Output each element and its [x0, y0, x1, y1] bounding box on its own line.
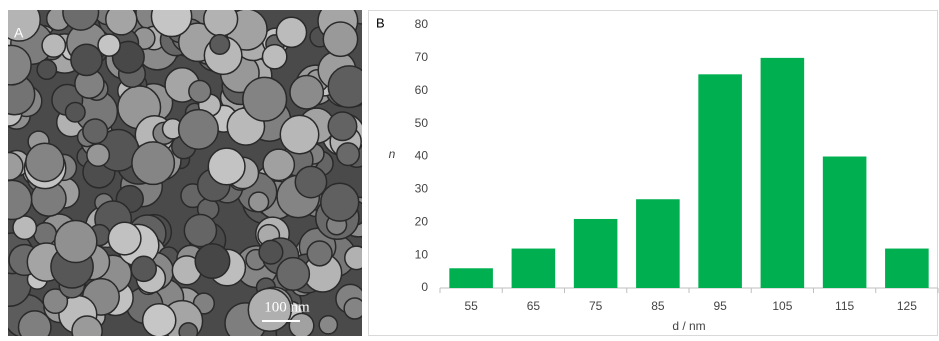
particle: [12, 215, 38, 241]
y-tick-label: 10: [415, 247, 429, 261]
x-tick-label: 65: [527, 299, 541, 313]
x-tick-label: 115: [835, 299, 854, 313]
y-tick-label: 80: [415, 17, 429, 31]
bar: [760, 57, 805, 288]
bar: [698, 74, 742, 288]
particle: [242, 76, 288, 122]
y-tick-label: 40: [415, 149, 429, 163]
particle: [86, 143, 111, 168]
particle: [141, 303, 177, 336]
particle: [97, 33, 121, 57]
particle: [327, 65, 362, 109]
particle: [111, 40, 145, 74]
y-tick-label: 60: [415, 83, 429, 97]
particle: [343, 297, 362, 320]
particle: [53, 219, 98, 264]
particle: [8, 10, 41, 42]
particle: [276, 256, 311, 291]
particle: [207, 147, 246, 186]
particle: [261, 43, 288, 70]
bar: [822, 156, 867, 288]
particle: [82, 118, 109, 145]
bar: [636, 199, 680, 288]
particle: [25, 142, 65, 183]
bar: [449, 268, 493, 288]
particle: [177, 108, 219, 150]
particle: [183, 213, 218, 248]
x-tick-label: 85: [651, 299, 665, 313]
particle: [335, 142, 361, 167]
particle: [289, 74, 325, 110]
panel-label: A: [14, 25, 24, 41]
particle: [194, 243, 231, 280]
particle: [318, 314, 339, 335]
particle: [294, 165, 328, 199]
particle: [131, 141, 176, 186]
particle: [248, 191, 270, 213]
particle: [33, 221, 58, 247]
x-tick-label: 125: [897, 299, 917, 313]
panel-label: B: [376, 15, 385, 30]
particle: [8, 44, 32, 86]
particle: [288, 312, 315, 336]
particle: [17, 310, 52, 336]
particle: [320, 182, 360, 222]
particle: [8, 151, 24, 181]
particle: [327, 111, 358, 142]
sem-image: [8, 10, 362, 336]
particle: [150, 10, 193, 38]
particle: [70, 43, 103, 77]
y-axis-label: n: [389, 147, 396, 161]
particle: [41, 33, 67, 58]
x-tick-label: 95: [713, 299, 727, 313]
particle: [275, 16, 308, 49]
y-tick-label: 30: [415, 182, 429, 196]
bar: [511, 248, 556, 288]
particle: [42, 288, 69, 315]
bar: [885, 248, 929, 288]
particle: [203, 10, 239, 37]
x-tick-label: 105: [772, 299, 792, 313]
particle: [209, 33, 231, 55]
y-tick-label: 0: [421, 280, 428, 294]
x-axis-label: d / nm: [672, 319, 705, 333]
particle: [8, 179, 33, 221]
particle: [344, 245, 362, 271]
y-tick-label: 50: [415, 116, 429, 130]
scale-bar-label: 100 nm: [264, 299, 310, 315]
bar: [573, 218, 618, 288]
particle: [322, 21, 359, 58]
particle: [188, 79, 212, 104]
particle: [130, 255, 157, 283]
particle: [62, 10, 100, 31]
particle: [306, 240, 333, 267]
particle: [64, 101, 86, 123]
particle: [71, 315, 103, 336]
particle: [107, 221, 142, 256]
particle: [279, 114, 320, 155]
particle: [262, 148, 296, 182]
particle: [105, 10, 138, 36]
x-tick-label: 75: [589, 299, 603, 313]
particle: [36, 59, 58, 81]
y-tick-label: 20: [415, 214, 429, 228]
particle: [178, 322, 199, 336]
particle: [258, 239, 284, 265]
y-tick-label: 70: [415, 50, 429, 64]
x-tick-label: 55: [464, 299, 478, 313]
